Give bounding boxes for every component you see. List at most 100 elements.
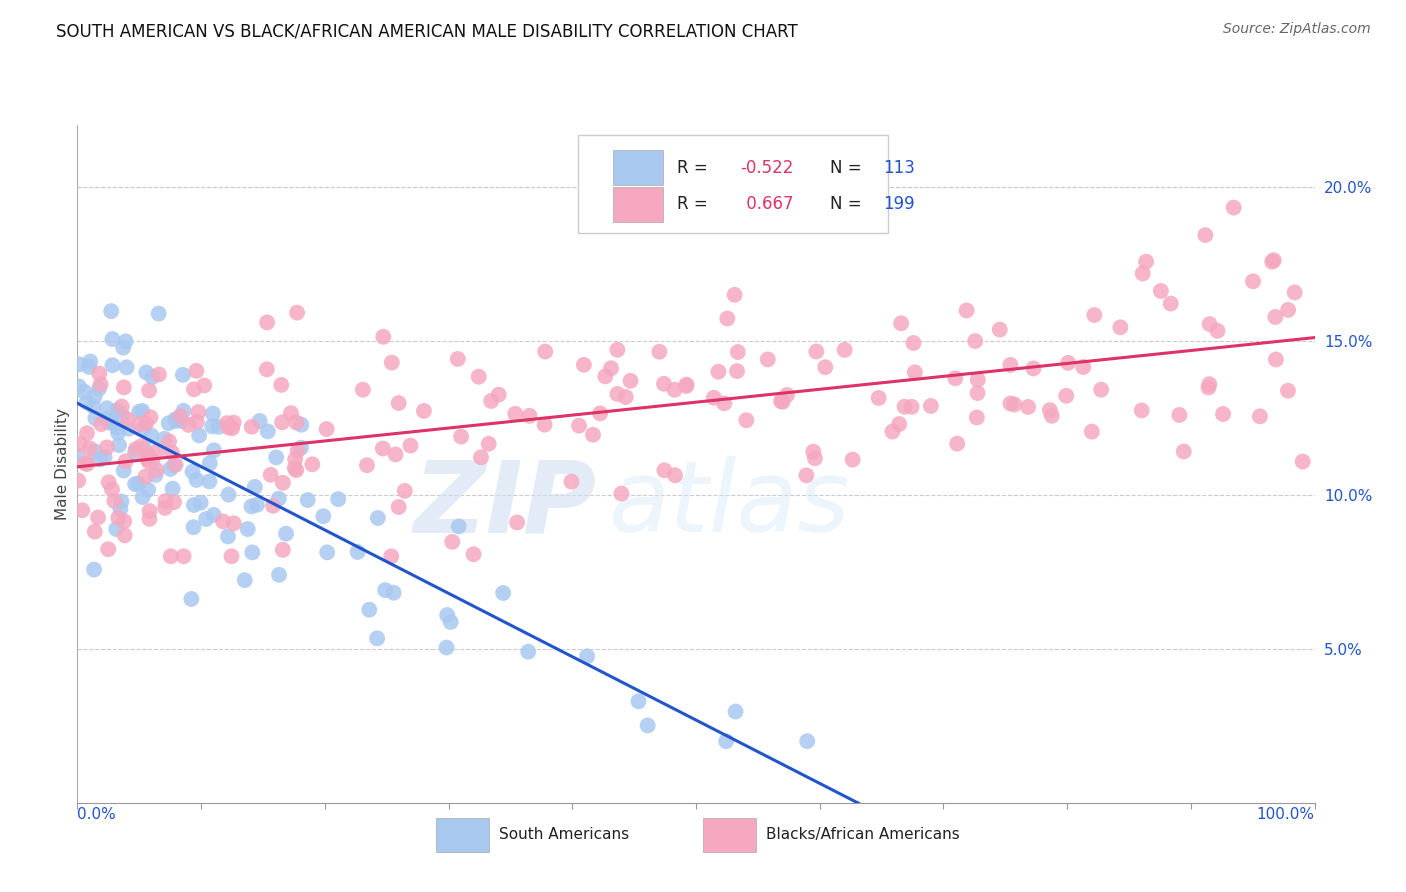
Point bbox=[346, 545, 368, 559]
Point bbox=[145, 467, 167, 482]
Point bbox=[595, 369, 617, 384]
Point bbox=[221, 549, 243, 564]
FancyBboxPatch shape bbox=[578, 135, 887, 234]
Point bbox=[966, 373, 988, 387]
Point bbox=[271, 542, 294, 557]
Point bbox=[183, 382, 205, 396]
Point bbox=[105, 403, 128, 417]
Point bbox=[177, 417, 200, 432]
Point bbox=[1241, 274, 1264, 288]
Point bbox=[73, 456, 96, 470]
Point bbox=[285, 416, 308, 430]
Point bbox=[955, 303, 977, 318]
Point bbox=[713, 396, 735, 410]
Point bbox=[165, 414, 187, 428]
Point bbox=[506, 516, 529, 530]
Point bbox=[1198, 380, 1220, 394]
Text: atlas: atlas bbox=[609, 456, 851, 553]
Point bbox=[236, 522, 259, 536]
Point bbox=[79, 442, 101, 456]
Point bbox=[284, 461, 307, 475]
Point bbox=[436, 607, 458, 622]
Point bbox=[380, 549, 402, 564]
Point bbox=[96, 441, 118, 455]
Point bbox=[492, 586, 515, 600]
Point bbox=[796, 468, 818, 483]
Point bbox=[69, 437, 91, 451]
Text: SOUTH AMERICAN VS BLACK/AFRICAN AMERICAN MALE DISABILITY CORRELATION CHART: SOUTH AMERICAN VS BLACK/AFRICAN AMERICAN… bbox=[56, 22, 799, 40]
Point bbox=[97, 475, 120, 490]
Point bbox=[1264, 352, 1286, 367]
Point bbox=[517, 645, 540, 659]
Text: Blacks/African Americans: Blacks/African Americans bbox=[766, 828, 960, 842]
Point bbox=[165, 412, 187, 426]
Point bbox=[274, 526, 297, 541]
Point bbox=[1263, 253, 1285, 268]
Point bbox=[1198, 377, 1220, 392]
Point bbox=[1194, 228, 1216, 243]
Point bbox=[233, 573, 256, 587]
Point bbox=[943, 371, 966, 385]
Point bbox=[256, 362, 278, 376]
Point bbox=[1000, 396, 1022, 410]
Point bbox=[117, 422, 139, 436]
Point bbox=[87, 510, 110, 524]
Point bbox=[312, 509, 335, 524]
Text: N =: N = bbox=[830, 195, 866, 213]
Point bbox=[882, 425, 904, 439]
Text: Source: ZipAtlas.com: Source: ZipAtlas.com bbox=[1223, 22, 1371, 37]
Point bbox=[1249, 409, 1271, 424]
Text: 199: 199 bbox=[883, 195, 914, 213]
Point bbox=[382, 585, 405, 599]
Point bbox=[735, 413, 758, 427]
Point bbox=[965, 334, 987, 348]
Point bbox=[1090, 383, 1112, 397]
Point bbox=[966, 410, 988, 425]
Point bbox=[148, 307, 170, 321]
Point bbox=[217, 529, 239, 543]
Point bbox=[1150, 284, 1173, 298]
Point bbox=[155, 494, 177, 508]
Point bbox=[132, 421, 155, 435]
Point bbox=[112, 514, 135, 528]
Point bbox=[141, 453, 163, 467]
Point bbox=[533, 417, 555, 432]
Point bbox=[399, 439, 422, 453]
Point bbox=[285, 305, 308, 319]
Point bbox=[114, 528, 136, 542]
Text: South Americans: South Americans bbox=[499, 828, 630, 842]
Point bbox=[264, 450, 287, 465]
Point bbox=[627, 694, 650, 708]
Point bbox=[77, 359, 100, 374]
Point bbox=[716, 311, 738, 326]
Point bbox=[388, 396, 411, 410]
Point bbox=[814, 360, 837, 375]
Point bbox=[67, 379, 90, 393]
Point bbox=[256, 315, 278, 329]
Point bbox=[110, 502, 132, 516]
Point bbox=[153, 432, 176, 446]
Point bbox=[1071, 359, 1094, 374]
Point bbox=[112, 380, 135, 394]
Point bbox=[222, 416, 245, 430]
Point bbox=[90, 377, 112, 392]
Point bbox=[90, 417, 112, 431]
Point bbox=[83, 563, 105, 577]
Point bbox=[76, 426, 98, 441]
Point bbox=[806, 344, 828, 359]
Point bbox=[904, 365, 927, 379]
Point bbox=[366, 632, 388, 646]
Point bbox=[243, 480, 266, 494]
Point bbox=[101, 483, 124, 497]
Point bbox=[1173, 444, 1195, 458]
Point bbox=[724, 705, 747, 719]
Point bbox=[96, 401, 118, 416]
Point bbox=[1132, 267, 1154, 281]
Point bbox=[190, 496, 212, 510]
Point bbox=[267, 567, 290, 582]
Point bbox=[920, 399, 942, 413]
Text: N =: N = bbox=[830, 159, 866, 177]
Point bbox=[373, 330, 395, 344]
Point bbox=[284, 452, 307, 467]
Point bbox=[614, 390, 637, 404]
